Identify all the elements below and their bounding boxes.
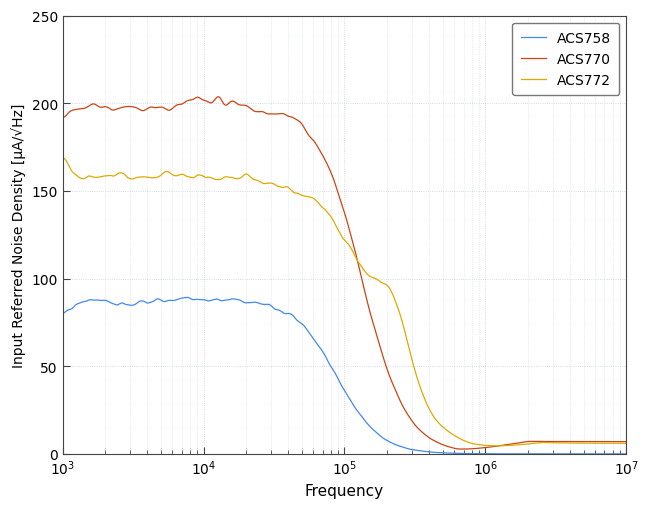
Y-axis label: Input Referred Noise Density [μA/√Hz]: Input Referred Noise Density [μA/√Hz]	[11, 103, 26, 367]
Line: ACS758: ACS758	[62, 298, 627, 454]
X-axis label: Frequency: Frequency	[305, 483, 384, 498]
ACS770	[102, 104, 110, 110]
Legend: ACS758, ACS770, ACS772: ACS758, ACS770, ACS772	[512, 23, 619, 96]
ACS772	[380, 281, 387, 287]
ACS770	[58, 116, 66, 122]
ACS772	[320, 206, 328, 212]
ACS770	[214, 95, 222, 101]
ACS770	[320, 155, 328, 161]
ACS758	[310, 336, 318, 343]
Line: ACS770: ACS770	[62, 98, 627, 449]
ACS770	[623, 439, 630, 445]
ACS770	[380, 356, 387, 362]
ACS772	[493, 443, 501, 449]
ACS772	[309, 196, 317, 202]
ACS772	[623, 440, 630, 446]
ACS758	[125, 302, 133, 308]
ACS758	[183, 295, 191, 301]
ACS770	[298, 122, 306, 128]
ACS770	[310, 138, 318, 145]
ACS758	[58, 311, 66, 317]
ACS772	[58, 155, 66, 161]
ACS758	[298, 321, 306, 327]
ACS772	[125, 176, 133, 182]
ACS758	[320, 351, 328, 357]
ACS772	[102, 174, 110, 180]
ACS770	[458, 446, 466, 452]
ACS772	[298, 193, 305, 199]
ACS770	[125, 104, 133, 110]
Line: ACS772: ACS772	[62, 158, 627, 446]
ACS758	[623, 451, 630, 457]
ACS758	[380, 436, 387, 442]
ACS758	[102, 298, 110, 304]
